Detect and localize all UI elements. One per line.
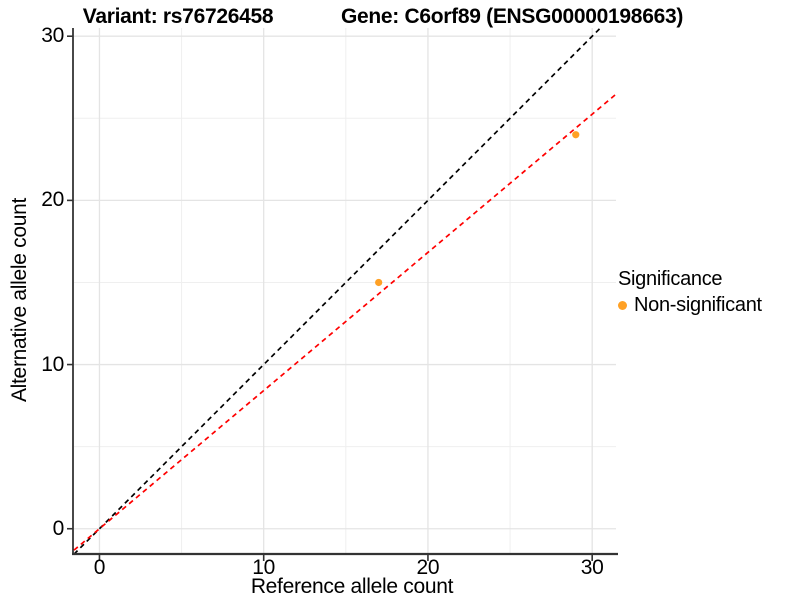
x-tick-label: 10 [252,556,276,579]
variant-title: Variant: rs76726458 [82,5,274,28]
data-point [375,278,383,287]
legend-item-label: Non-significant [634,294,762,316]
data-point [572,131,580,139]
y-tick-label: 20 [41,188,64,212]
legend-title: Significance [618,268,723,290]
identity-line [73,27,601,555]
x-axis-title: Reference allele count [250,575,454,598]
x-tick-label: 0 [93,556,106,579]
y-tick-label: 10 [41,352,64,376]
fit-line [73,93,617,551]
legend-point-icon [618,301,627,310]
legend: Significance Non-significant [618,268,762,317]
legend-item-non-significant: Non-significant [618,294,762,317]
gene-title: Gene: C6orf89 (ENSG00000198663) [340,5,684,28]
y-tick-label: 0 [52,516,65,540]
x-tick-label: 20 [416,556,440,579]
y-tick-label: 30 [41,24,64,48]
x-tick-label: 30 [580,556,604,579]
